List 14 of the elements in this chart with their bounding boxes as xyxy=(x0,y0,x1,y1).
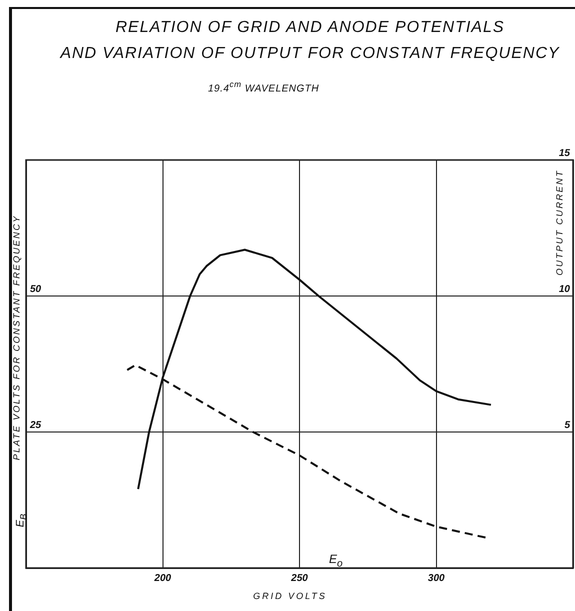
y-axis-title: PLATE VOLTS FOR CONSTANT FREQUENCY xyxy=(12,213,22,462)
chart-title: RELATION OF GRID AND ANODE POTENTIALS AND VARIATION OF OUTPUT FOR CONSTANT FREQUENCY xyxy=(58,19,561,62)
y2-tick-label: 15 xyxy=(558,148,570,159)
y-tick-label: 25 xyxy=(29,420,42,431)
y2-tick-label: 5 xyxy=(564,420,570,431)
y2-axis-title: OUTPUT CURRENT xyxy=(554,168,566,277)
annotation: E$_{o}$ xyxy=(329,552,343,570)
x-axis-title: GRID VOLTS xyxy=(252,591,328,601)
y2-tick-label: 10 xyxy=(558,284,570,295)
y-tick-label: 50 xyxy=(30,284,42,295)
x-tick-label: 300 xyxy=(428,572,446,584)
chart-subtitle: 19.4$^{cm}$ WAVELENGTH xyxy=(208,79,320,94)
x-tick-label: 250 xyxy=(290,572,308,584)
x-tick-label: 200 xyxy=(153,572,172,584)
